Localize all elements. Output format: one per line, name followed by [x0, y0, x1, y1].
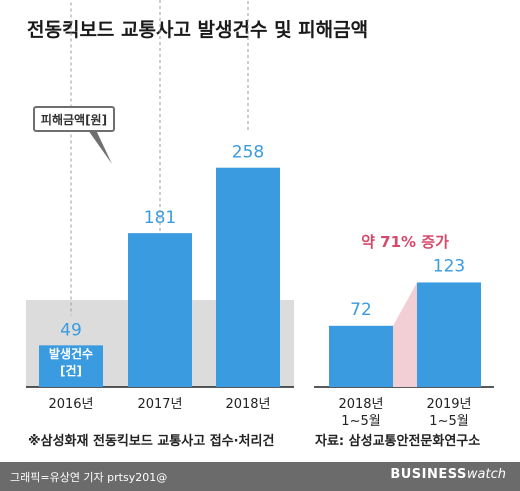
line-legend-label: 피해금액[원] [41, 112, 107, 127]
growth-annotation: 약 71% 증가 [361, 233, 449, 251]
bar-value-label: 72 [350, 300, 372, 320]
bar-value-label: 123 [433, 256, 465, 276]
bar-2019년 [417, 282, 481, 387]
yearly-chart: 492016년1812017년2582018년발생건수[건]1억83508억17… [33, 0, 280, 412]
series-legend-label: 발생건수 [건] [49, 346, 93, 378]
chart-title: 전동킥보드 교통사고 발생건수 및 피해금액 [27, 19, 368, 41]
callout-box [33, 106, 115, 132]
bar-2018년 [216, 167, 280, 387]
brand-light: watch [466, 467, 506, 482]
x-tick-label: 2019년 1~5월 [426, 397, 471, 429]
x-tick-label: 2018년 [225, 397, 270, 412]
chart-note-left: ※삼성화재 전동킥보드 교통사고 접수·처리건 [28, 433, 274, 449]
footer-bar: 그래픽=유상연 기자 prtsy201@ BUSINESSwatch [0, 462, 520, 491]
bar-value-label: 258 [232, 143, 264, 163]
chart-note-right: 자료: 삼성교통안전문화연구소 [315, 433, 480, 449]
x-tick-label: 2016년 [48, 397, 93, 412]
x-tick-label: 2018년 1~5월 [338, 397, 383, 429]
callout-pointer [88, 130, 112, 164]
monthly-comparison-chart: 72 2018년 1~5월 123 2019년 1~5월 약 71% 증가 [329, 233, 481, 429]
bar-2018년 [329, 325, 393, 387]
brand-bold: BUSINESS [390, 467, 467, 482]
bar-value-label: 49 [60, 320, 82, 340]
brand-logo: BUSINESSwatch [390, 467, 506, 482]
bar-2017년 [128, 233, 192, 387]
graphic-credit: 그래픽=유상연 기자 prtsy201@ [10, 471, 168, 484]
x-tick-label: 2017년 [137, 397, 182, 412]
growth-band [393, 282, 417, 387]
bar-2016년 [39, 345, 103, 387]
